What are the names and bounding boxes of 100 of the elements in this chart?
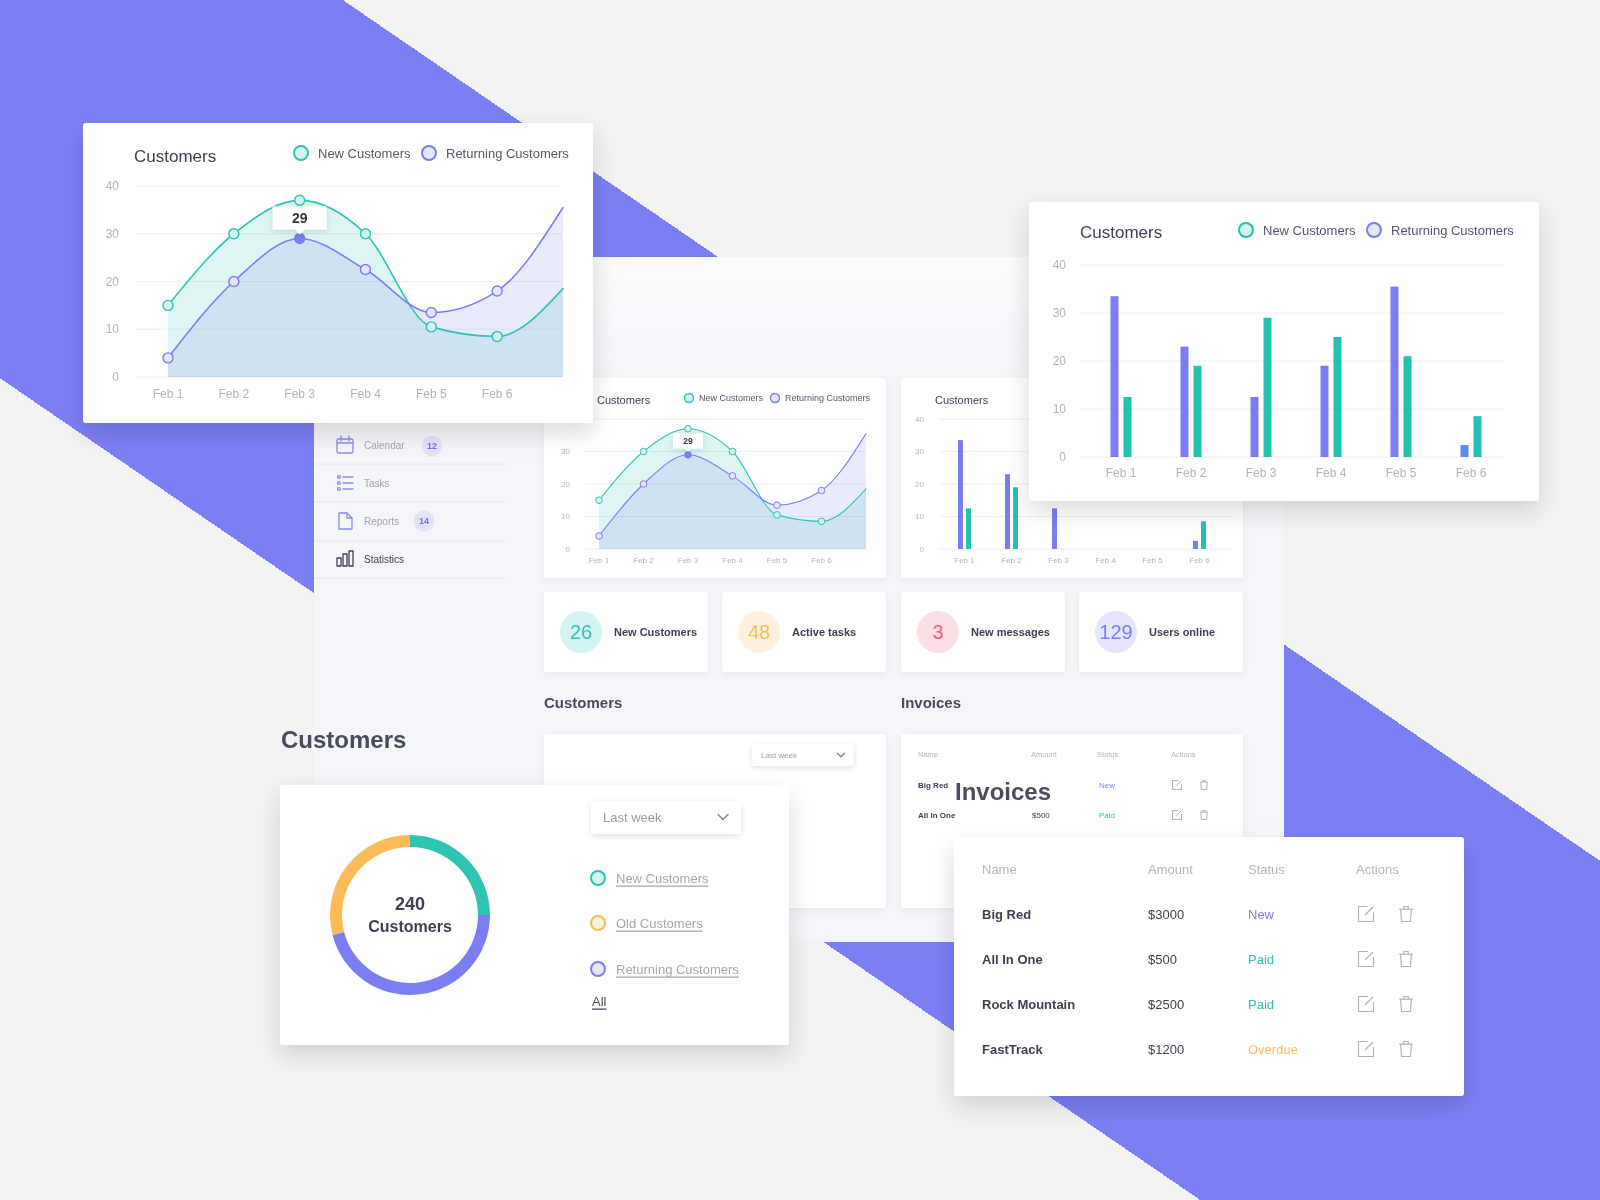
text: 129	[1099, 621, 1133, 643]
x-tick-label: Feb 1	[588, 555, 610, 565]
x-tick-label: Feb 2	[1175, 466, 1207, 480]
chart-title: Customers	[1080, 222, 1163, 242]
text: New	[1099, 780, 1116, 790]
x-tick-label: Feb 1	[152, 387, 184, 401]
text: Overdue	[1248, 1041, 1298, 1057]
y-tick-label: 20	[915, 479, 925, 489]
x-tick-label: Feb 6	[1189, 555, 1211, 565]
text: Statistics	[364, 553, 405, 565]
text: Users online	[1149, 626, 1216, 638]
text: Customers	[368, 917, 452, 935]
y-tick-label: 40	[1052, 258, 1067, 272]
y-tick-label: 10	[561, 512, 571, 521]
text: 26	[569, 621, 593, 643]
x-tick-label: Feb 4	[722, 555, 744, 565]
x-tick-label: Feb 5	[415, 387, 447, 401]
text: 12	[426, 441, 438, 451]
x-tick-label: Feb 3	[1048, 555, 1070, 565]
x-tick-label: Feb 6	[1455, 466, 1487, 480]
y-tick-label: 0	[1059, 450, 1067, 464]
text: New	[1248, 906, 1275, 922]
legend-label: Old Customers	[616, 915, 704, 931]
text: FastTrack	[982, 1041, 1044, 1057]
x-tick-label: Feb 2	[633, 555, 655, 565]
legend-label: Returning Customers	[785, 393, 871, 403]
text: Actions	[1356, 861, 1400, 877]
text: $2500	[1148, 996, 1185, 1012]
y-tick-label: 20	[1052, 354, 1067, 368]
legend-label: Returning Customers	[446, 145, 570, 161]
data-label: 29	[291, 209, 308, 226]
legend-label: Returning Customers	[616, 961, 740, 977]
y-tick-label: 30	[915, 447, 925, 456]
x-tick-label: Feb 2	[1001, 555, 1023, 565]
chart-title: Customers	[134, 146, 217, 166]
x-tick-label: Feb 1	[1105, 466, 1137, 480]
x-tick-label: Feb 1	[954, 555, 976, 565]
text: Big Red	[982, 906, 1032, 922]
x-tick-label: Feb 4	[350, 387, 382, 401]
y-tick-label: 0	[112, 370, 120, 384]
text: Calendar	[364, 439, 406, 451]
legend-label: Returning Customers	[1391, 222, 1515, 238]
text: Invoices	[955, 777, 1052, 805]
text: Paid	[1099, 810, 1116, 820]
x-tick-label: Feb 3	[1245, 466, 1277, 480]
text: Big Red	[918, 780, 949, 790]
text: Last week	[761, 750, 799, 760]
text: Name	[982, 861, 1017, 877]
text: 14	[418, 516, 430, 526]
chart-title: Customers	[597, 394, 651, 406]
legend-label: New Customers	[616, 870, 709, 886]
x-tick-label: Feb 6	[481, 387, 513, 401]
x-tick-label: Feb 5	[766, 555, 788, 565]
y-tick-label: 40	[915, 414, 925, 424]
text: All In One	[918, 810, 956, 820]
x-tick-label: Feb 5	[1385, 466, 1417, 480]
text: New messages	[971, 626, 1050, 638]
x-tick-label: Feb 4	[1315, 466, 1347, 480]
data-label: 29	[683, 435, 693, 446]
legend-label: New Customers	[318, 145, 411, 161]
chart-title: Customers	[935, 394, 989, 406]
text: $500	[1148, 951, 1177, 967]
y-tick-label: 20	[105, 274, 120, 289]
text: Active tasks	[792, 626, 857, 638]
y-tick-label: 20	[561, 479, 571, 489]
text: All	[592, 993, 607, 1009]
text: $500	[1032, 810, 1051, 820]
x-tick-label: Feb 3	[284, 387, 316, 401]
x-tick-label: Feb 2	[218, 387, 250, 401]
text: 240	[394, 894, 426, 914]
legend-label: New Customers	[699, 393, 764, 403]
text: Amount	[1148, 861, 1194, 877]
x-tick-label: Feb 5	[1142, 555, 1164, 565]
text: Last week	[603, 809, 663, 825]
x-tick-label: Feb 4	[1095, 555, 1117, 565]
text: 3	[932, 621, 944, 643]
y-tick-label: 30	[105, 226, 120, 241]
legend-label: New Customers	[1263, 222, 1356, 238]
text: Tasks	[364, 477, 390, 489]
text: Paid	[1248, 951, 1275, 967]
y-tick-label: 40	[105, 179, 120, 193]
x-tick-label: Feb 6	[811, 555, 833, 565]
y-tick-label: 30	[1052, 306, 1067, 320]
text: Invoices	[901, 693, 962, 711]
text: All In One	[982, 951, 1043, 967]
text: $1200	[1148, 1041, 1185, 1057]
text: 48	[747, 621, 771, 643]
text: Reports	[364, 515, 400, 527]
text: Customers	[544, 693, 623, 711]
text: Status	[1248, 861, 1286, 877]
y-tick-label: 30	[561, 447, 571, 456]
y-tick-label: 10	[105, 322, 120, 337]
chart-title: Customers	[281, 725, 407, 753]
text: Rock Mountain	[982, 996, 1076, 1012]
y-tick-label: 10	[1052, 402, 1067, 416]
text: $3000	[1148, 906, 1185, 922]
y-tick-label: 10	[915, 512, 925, 521]
x-tick-label: Feb 3	[677, 555, 699, 565]
text: Paid	[1248, 996, 1275, 1012]
text: New Customers	[614, 626, 698, 638]
